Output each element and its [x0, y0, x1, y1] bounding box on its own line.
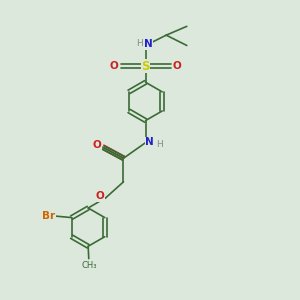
Text: O: O: [173, 61, 182, 71]
Text: N: N: [145, 137, 154, 147]
Text: N: N: [144, 39, 153, 49]
Text: H: H: [136, 39, 142, 48]
Text: O: O: [110, 61, 118, 71]
Text: O: O: [96, 191, 104, 201]
Text: Br: Br: [42, 211, 56, 220]
Text: O: O: [93, 140, 101, 150]
Text: CH₃: CH₃: [82, 261, 97, 270]
Text: H: H: [156, 140, 163, 149]
Text: S: S: [141, 60, 150, 73]
